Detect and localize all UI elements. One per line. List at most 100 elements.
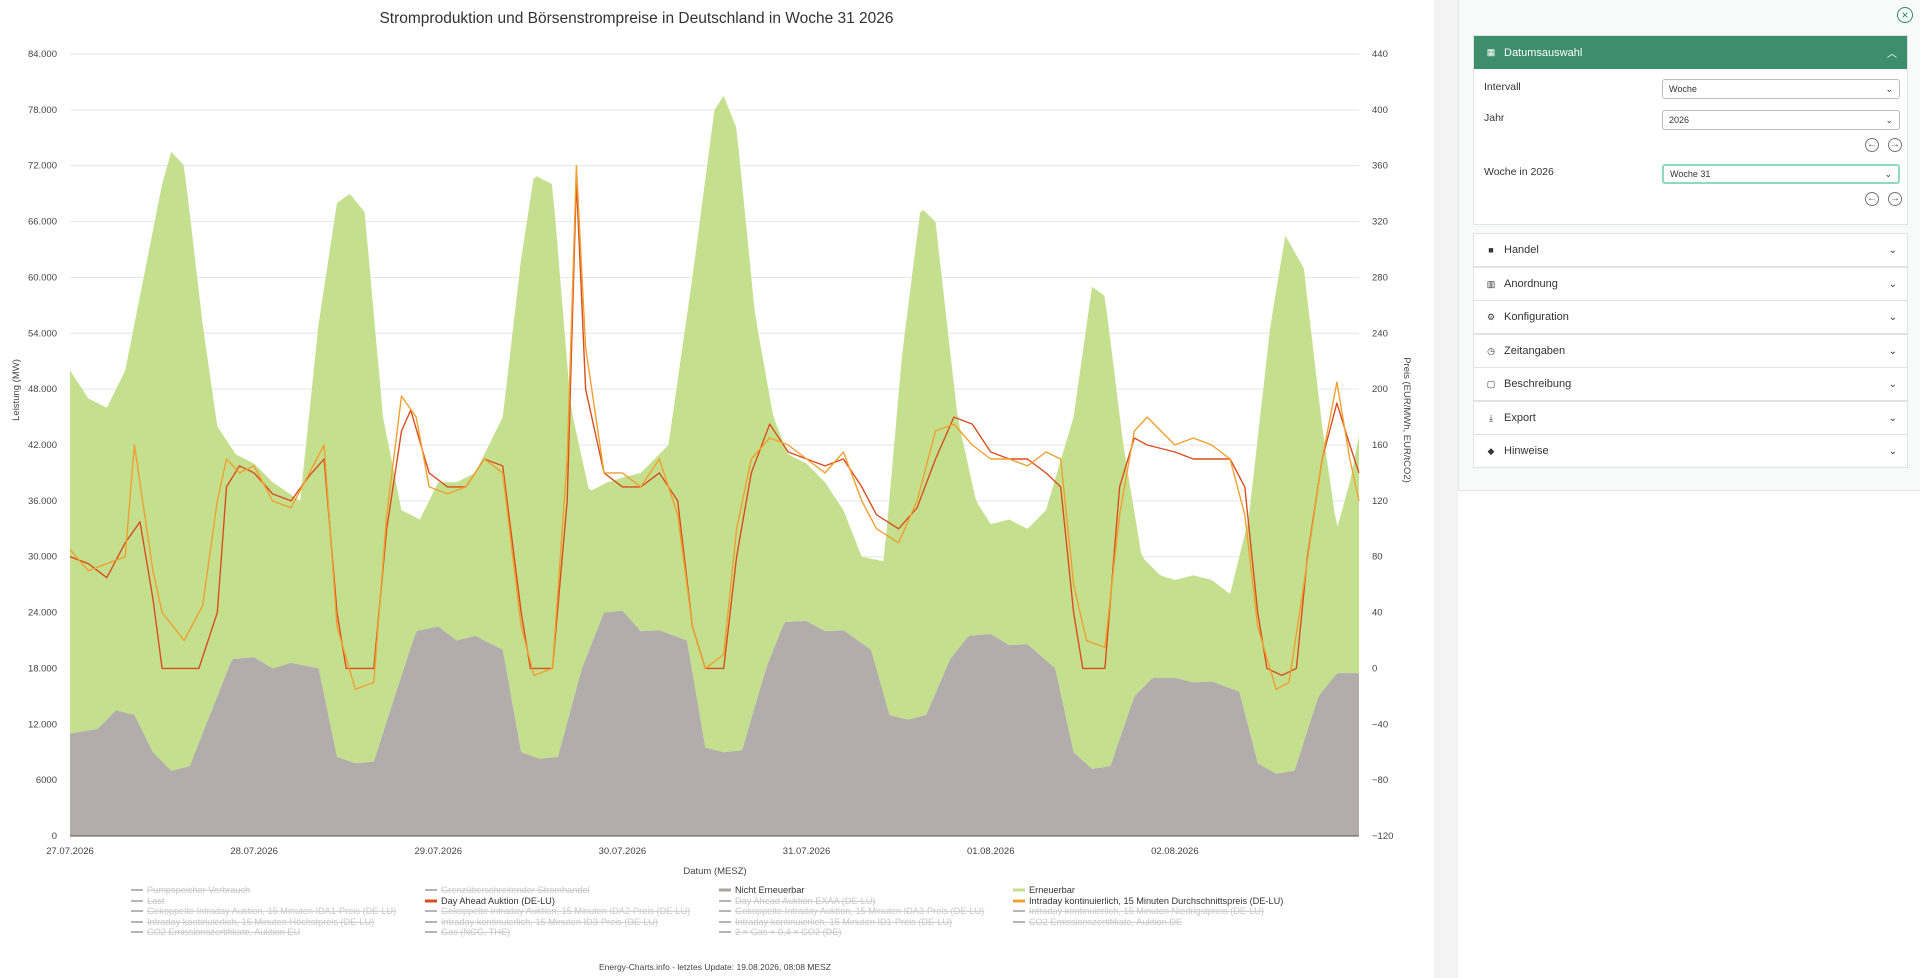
beschreibung-section[interactable]: ▢ Beschreibung ⌄	[1473, 367, 1908, 401]
legend-item[interactable]: Grenzüberschreitender Stromhandel	[425, 885, 590, 895]
y-left-tick-label: 84.000	[28, 49, 57, 60]
legend-item[interactable]: Pumpspeicher Verbrauch	[131, 885, 250, 895]
woche-prev-button[interactable]: ←	[1865, 192, 1879, 206]
handel-title: Handel	[1504, 244, 1539, 256]
y-right-tick-label: 280	[1372, 272, 1388, 283]
legend-item[interactable]: Erneuerbar	[1013, 885, 1075, 895]
y-left-tick-label: 18.000	[28, 663, 57, 674]
legend-label: Day Ahead Auktion EXAA (DE-LU)	[735, 896, 875, 906]
y-left-tick-label: 78.000	[28, 105, 57, 116]
legend-item[interactable]: CO2 Emissionszertifikate, Auktion EU	[131, 927, 300, 937]
chevron-down-icon: ⌄	[1888, 412, 1897, 424]
y-left-tick-label: 48.000	[28, 384, 57, 395]
chevron-down-icon: ⌄	[1888, 378, 1897, 390]
zeitangaben-header[interactable]: ◷ Zeitangaben ⌄	[1474, 335, 1907, 367]
y-left-axis-label: Leistung (MW)	[11, 359, 22, 421]
handel-header[interactable]: ■ Handel ⌄	[1474, 234, 1907, 266]
intervall-select[interactable]: Woche ⌄	[1662, 79, 1900, 99]
y-right-tick-label: 360	[1372, 161, 1388, 172]
export-section[interactable]: ⤓ Export ⌄	[1473, 401, 1908, 435]
chevron-down-icon: ⌄	[1888, 345, 1897, 357]
legend-label: Intraday kontinuierlich, 15 Minuten Höch…	[147, 917, 374, 927]
legend-item[interactable]: Gekoppelte Intraday Auktion, 15 Minuten …	[131, 906, 396, 916]
x-tick-label: 29.07.2026	[415, 846, 463, 857]
legend-item[interactable]: Day Ahead Auktion EXAA (DE-LU)	[719, 896, 875, 906]
legend-item[interactable]: Intraday kontinuierlich, 15 Minuten Nied…	[1013, 906, 1264, 916]
x-tick-label: 27.07.2026	[46, 846, 94, 857]
legend-label: Last	[147, 896, 165, 906]
briefcase-icon: ■	[1488, 245, 1494, 255]
jahr-value: 2026	[1669, 115, 1690, 125]
konfiguration-header[interactable]: ⚙ Konfiguration ⌄	[1474, 301, 1907, 333]
konfiguration-title: Konfiguration	[1504, 311, 1569, 323]
handel-section[interactable]: ■ Handel ⌄	[1473, 233, 1908, 267]
y-left-tick-label: 72.000	[28, 161, 57, 172]
y-left-tick-label: 54.000	[28, 328, 57, 339]
bar-chart-icon: ▥	[1486, 278, 1496, 289]
zeitangaben-title: Zeitangaben	[1504, 345, 1566, 357]
datumsauswahl-header[interactable]: ▦ Datumsauswahl ︿	[1474, 36, 1907, 69]
anordnung-header[interactable]: ▥ Anordnung ⌄	[1474, 268, 1907, 300]
hinweise-section[interactable]: ◆ Hinweise ⌄	[1473, 434, 1908, 468]
chevron-down-icon: ⌄	[1888, 278, 1897, 290]
chevron-down-icon: ⌄	[1888, 311, 1897, 323]
area-nicht-erneuerbar	[70, 610, 1359, 836]
close-panel-button[interactable]: ×	[1897, 7, 1913, 23]
intervall-label: Intervall	[1484, 81, 1521, 93]
y-left-tick-label: 66.000	[28, 217, 57, 228]
x-tick-label: 01.08.2026	[967, 846, 1015, 857]
jahr-label: Jahr	[1484, 112, 1505, 124]
download-icon: ⤓	[1489, 412, 1493, 423]
jahr-next-button[interactable]: →	[1888, 138, 1902, 152]
chevron-down-icon: ⌄	[1885, 114, 1893, 125]
x-tick-label: 02.08.2026	[1151, 846, 1199, 857]
calendar-icon: ▦	[1486, 47, 1496, 57]
legend-label: Grenzüberschreitender Stromhandel	[441, 885, 590, 895]
y-right-tick-label: −120	[1372, 831, 1393, 842]
legend-item[interactable]: Gekoppelte Intraday Auktion, 15 Minuten …	[719, 906, 984, 916]
legend-label: Gekoppelte Intraday Auktion, 15 Minuten …	[441, 906, 690, 916]
woche-select[interactable]: Woche 31 ⌄	[1662, 164, 1900, 184]
export-header[interactable]: ⤓ Export ⌄	[1474, 402, 1907, 434]
legend-item[interactable]: Nicht Erneuerbar	[719, 885, 804, 895]
woche-next-button[interactable]: →	[1888, 192, 1902, 206]
line-intraday-kontinuierlich-15-minuten-durchschnittspreis-de-lu-	[69, 165, 1360, 691]
legend-label: Nicht Erneuerbar	[735, 885, 804, 895]
legend-item[interactable]: Intraday kontinuierlich, 15 Minuten ID3-…	[425, 917, 658, 927]
legend-item[interactable]: Day Ahead Auktion (DE-LU)	[425, 896, 555, 906]
y-right-tick-label: 200	[1372, 384, 1388, 395]
y-right-tick-label: −40	[1372, 719, 1388, 730]
y-left-tick-label: 12.000	[28, 719, 57, 730]
legend-item[interactable]: Gas (NCG, THE)	[425, 927, 510, 937]
y-left-tick-label: 36.000	[28, 496, 57, 507]
zeitangaben-section[interactable]: ◷ Zeitangaben ⌄	[1473, 334, 1908, 368]
beschreibung-header[interactable]: ▢ Beschreibung ⌄	[1474, 368, 1907, 400]
intervall-value: Woche	[1669, 84, 1697, 94]
beschreibung-title: Beschreibung	[1504, 378, 1572, 390]
jahr-prev-button[interactable]: ←	[1865, 138, 1879, 152]
legend-item[interactable]: Intraday kontinuierlich, 15 Minuten Höch…	[131, 917, 374, 927]
note-icon: ▢	[1486, 378, 1496, 389]
y-right-tick-label: 0	[1372, 663, 1377, 674]
hinweise-header[interactable]: ◆ Hinweise ⌄	[1474, 435, 1907, 467]
legend-item[interactable]: CO2 Emissionszertifikate, Auktion DE	[1013, 917, 1182, 927]
legend-item[interactable]: Gekoppelte Intraday Auktion, 15 Minuten …	[425, 906, 690, 916]
legend-label: Intraday kontinuierlich, 15 Minuten Durc…	[1029, 896, 1283, 906]
y-right-tick-label: 320	[1372, 217, 1388, 228]
line-day-ahead-auktion-de-lu-	[69, 179, 1360, 677]
datumsauswahl-title: Datumsauswahl	[1504, 46, 1583, 59]
konfiguration-section[interactable]: ⚙ Konfiguration ⌄	[1473, 300, 1908, 334]
jahr-select[interactable]: 2026 ⌄	[1662, 110, 1900, 130]
x-tick-label: 30.07.2026	[599, 846, 647, 857]
y-right-tick-label: 160	[1372, 440, 1388, 451]
anordnung-section[interactable]: ▥ Anordnung ⌄	[1473, 267, 1908, 301]
legend-item[interactable]: Last	[131, 896, 165, 906]
datumsauswahl-body: Intervall Woche ⌄ Jahr 2026 ⌄ ← → Woche …	[1474, 69, 1907, 224]
legend-item[interactable]: Intraday kontinuierlich, 15 Minuten Durc…	[1013, 896, 1283, 906]
chevron-up-icon: ︿	[1887, 49, 1897, 60]
chevron-down-icon: ⌄	[1885, 83, 1893, 94]
legend-item[interactable]: 2 × Gas + 0,4 × CO2 (DE)	[719, 927, 841, 937]
legend-item[interactable]: Intraday kontinuierlich, 15 Minuten ID1-…	[719, 917, 952, 927]
legend-label: CO2 Emissionszertifikate, Auktion EU	[147, 927, 300, 937]
anordnung-title: Anordnung	[1504, 278, 1558, 290]
